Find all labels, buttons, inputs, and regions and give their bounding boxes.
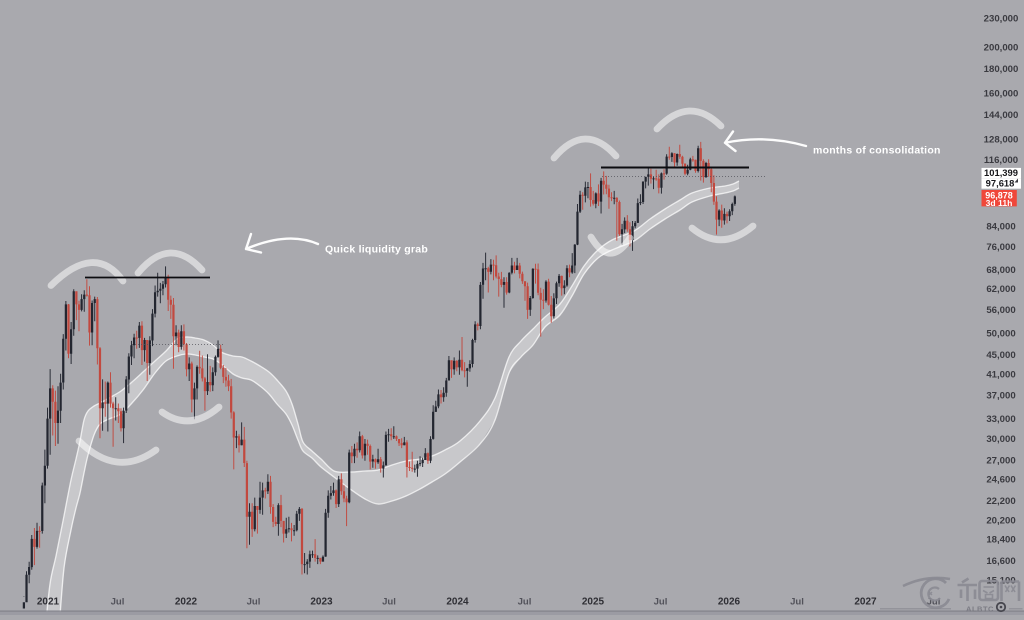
svg-text:Jul: Jul: [927, 597, 941, 608]
svg-text:27,000: 27,000: [986, 456, 1015, 467]
svg-text:15,100: 15,100: [986, 575, 1015, 586]
svg-text:62,000: 62,000: [986, 284, 1015, 295]
svg-text:18,400: 18,400: [986, 535, 1015, 546]
svg-text:2025: 2025: [582, 597, 605, 608]
svg-text:41,000: 41,000: [986, 369, 1015, 380]
svg-text:Jul: Jul: [382, 597, 396, 608]
svg-text:200,000: 200,000: [984, 42, 1019, 53]
svg-text:50,000: 50,000: [986, 328, 1015, 339]
svg-text:160,000: 160,000: [984, 88, 1019, 99]
svg-text:101,399: 101,399: [984, 167, 1018, 178]
svg-text:ALBTC: ALBTC: [966, 605, 994, 614]
svg-text:76,000: 76,000: [986, 242, 1015, 253]
svg-text:months of consolidation: months of consolidation: [813, 145, 941, 157]
svg-text:2021: 2021: [37, 597, 60, 608]
svg-text:3d 11h: 3d 11h: [986, 198, 1013, 208]
svg-text:37,000: 37,000: [986, 391, 1015, 402]
svg-text:180,000: 180,000: [984, 64, 1019, 75]
svg-text:24,600: 24,600: [986, 475, 1015, 486]
svg-text:97,618: 97,618: [986, 177, 1015, 188]
svg-text:96,878: 96,878: [985, 190, 1013, 200]
svg-text:30,000: 30,000: [986, 434, 1015, 445]
svg-text:2026: 2026: [718, 597, 741, 608]
svg-text:Jul: Jul: [790, 597, 804, 608]
svg-text:Jul: Jul: [247, 597, 261, 608]
svg-text:20,200: 20,200: [986, 515, 1015, 526]
svg-text:2027: 2027: [854, 597, 877, 608]
svg-text:33,000: 33,000: [986, 414, 1015, 425]
svg-text:84,000: 84,000: [986, 221, 1015, 232]
svg-text:128,000: 128,000: [984, 135, 1019, 146]
svg-text:Jul: Jul: [111, 597, 125, 608]
svg-text:68,000: 68,000: [986, 265, 1015, 276]
svg-text:16,600: 16,600: [986, 556, 1015, 567]
svg-text:Jul: Jul: [518, 597, 532, 608]
svg-text:Quick liquidity grab: Quick liquidity grab: [325, 244, 428, 256]
svg-text:2024: 2024: [446, 597, 469, 608]
svg-text:Jul: Jul: [654, 597, 668, 608]
svg-text:22,200: 22,200: [986, 496, 1015, 507]
svg-text:144,000: 144,000: [984, 110, 1019, 121]
svg-text:2022: 2022: [175, 597, 198, 608]
svg-text:56,000: 56,000: [986, 305, 1015, 316]
svg-text:45,000: 45,000: [986, 350, 1015, 361]
svg-text:2023: 2023: [310, 597, 333, 608]
svg-text:116,000: 116,000: [984, 155, 1018, 166]
svg-text:230,000: 230,000: [984, 14, 1019, 25]
